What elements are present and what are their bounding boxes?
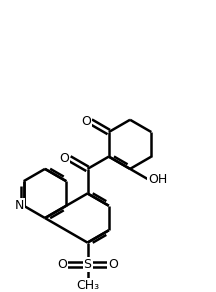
- Text: O: O: [57, 258, 67, 271]
- Text: CH₃: CH₃: [76, 279, 99, 292]
- Text: O: O: [108, 258, 118, 271]
- Text: O: O: [60, 152, 69, 165]
- Text: OH: OH: [148, 173, 167, 186]
- Text: N: N: [14, 199, 24, 212]
- Text: O: O: [81, 115, 91, 128]
- Text: S: S: [84, 258, 92, 271]
